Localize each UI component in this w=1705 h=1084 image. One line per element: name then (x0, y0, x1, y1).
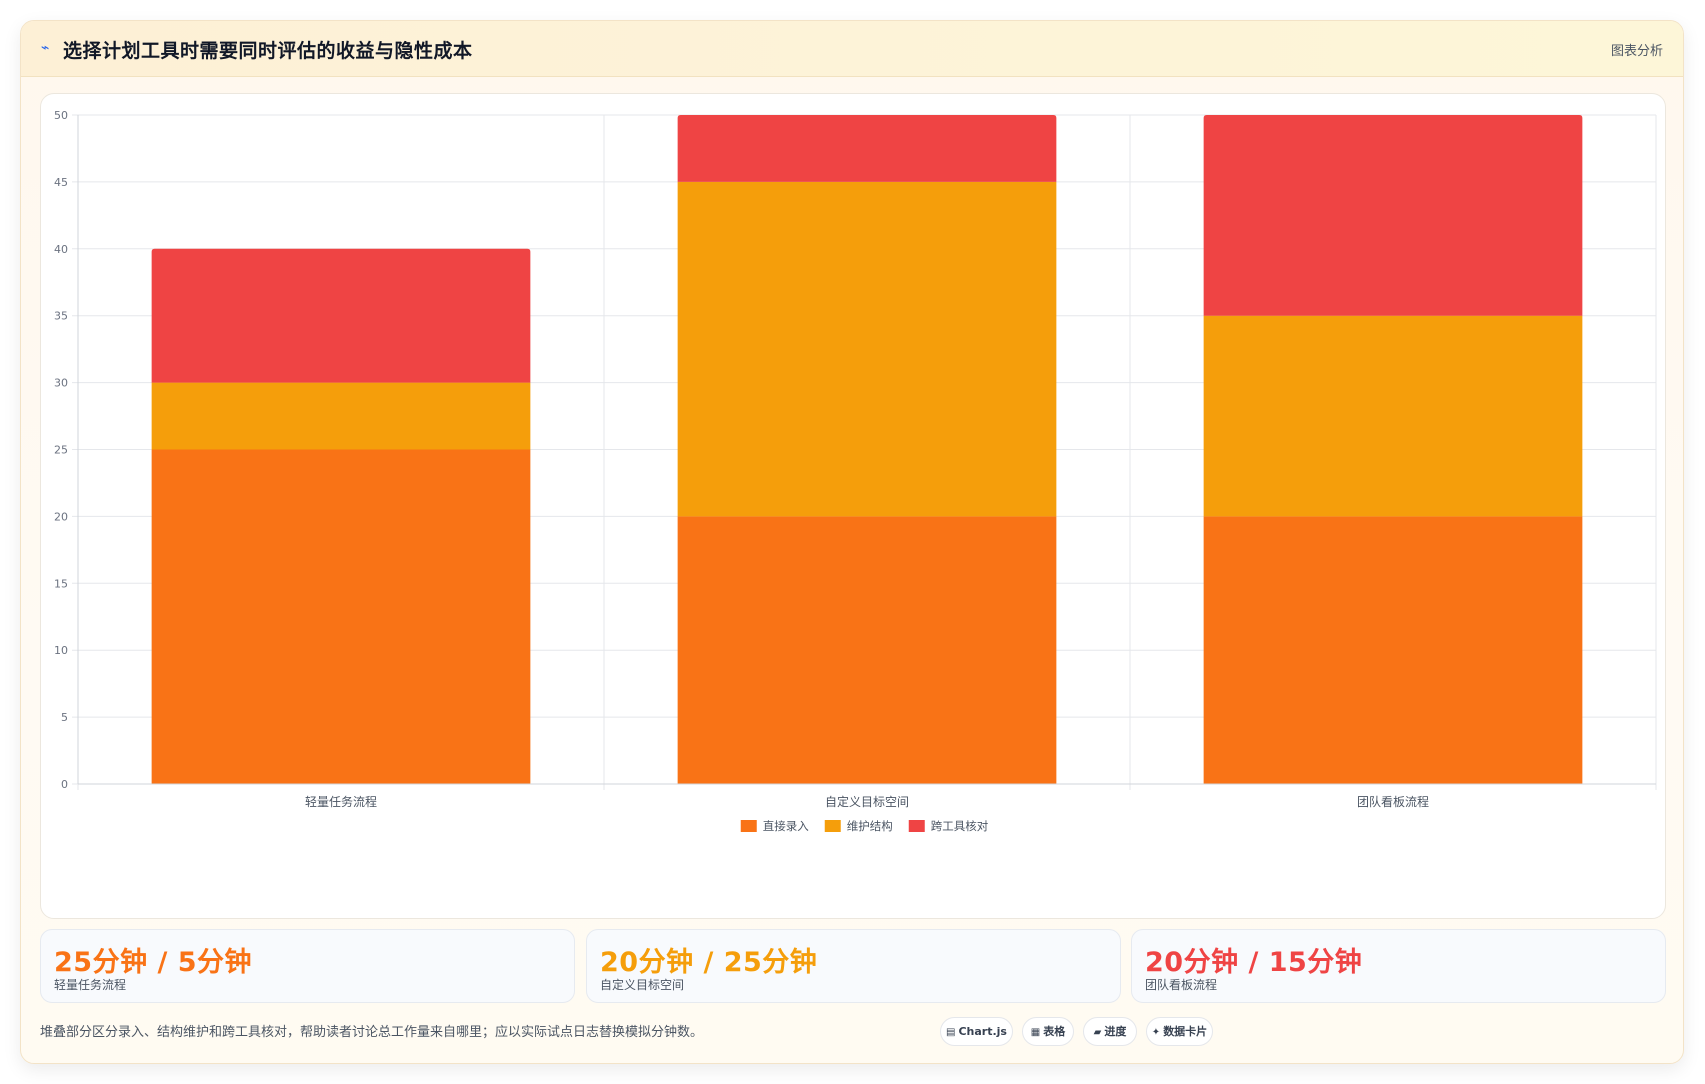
chip-table[interactable]: ▦ 表格 (1022, 1017, 1074, 1046)
legend-swatch (824, 820, 841, 832)
trend-line-icon: ⌁ (41, 40, 50, 56)
y-tick-label: 5 (61, 711, 68, 724)
bar-segment-2-1 (151, 382, 531, 450)
y-tick-label: 30 (54, 377, 68, 390)
chip-data-card[interactable]: ✦ 数据卡片 (1146, 1017, 1213, 1046)
stat-cards: 25分钟 / 5分钟 轻量任务流程 20分钟 / 25分钟 自定义目标空间 20… (40, 929, 1666, 1003)
stat-value: 20分钟 / 15分钟 (1145, 947, 1363, 978)
stat-card-lightweight: 25分钟 / 5分钟 轻量任务流程 (40, 929, 575, 1003)
footnote: 堆叠部分区分录入、结构维护和跨工具核对，帮助读者讨论总工作量来自哪里；应以实际试… (40, 1025, 704, 1040)
y-tick-label: 35 (54, 310, 68, 323)
card-header: ⌁ 选择计划工具时需要同时评估的收益与隐性成本 图表分析 (21, 21, 1683, 77)
stat-label: 团队看板流程 (1145, 978, 1218, 992)
legend-swatch (908, 820, 925, 832)
y-tick-label: 15 (54, 577, 68, 590)
x-tick-label: 轻量任务流程 (305, 794, 377, 809)
progress-icon: ▰ (1093, 1027, 1102, 1038)
y-tick-label: 20 (54, 510, 68, 523)
chart-panel: 0 5 10 15 20 25 30 35 40 45 50 轻量任务流程 自定义目标空间 团队看板流程 … (40, 93, 1666, 919)
y-tick-label: 45 (54, 176, 68, 189)
stat-value: 20分钟 / 25分钟 (600, 947, 818, 978)
bar-segment-1-3 (1203, 516, 1583, 784)
bar-segment-2-3 (1203, 315, 1583, 517)
legend-swatch (740, 820, 757, 832)
bar-segment-1-2 (677, 516, 1057, 784)
bar-segment-1-1 (151, 449, 531, 784)
x-tick-label: 自定义目标空间 (825, 794, 909, 809)
legend-label: 跨工具核对 (931, 819, 989, 833)
stat-card-custom-goal: 20分钟 / 25分钟 自定义目标空间 (586, 929, 1121, 1003)
chip-label: 数据卡片 (1163, 1025, 1208, 1038)
chip-label: 表格 (1043, 1025, 1066, 1038)
y-tick-label: 25 (54, 444, 68, 457)
bar-segment-3-1 (151, 248, 531, 383)
chart-analysis-tag: 图表分析 (1610, 44, 1663, 59)
chart-card: ⌁ 选择计划工具时需要同时评估的收益与隐性成本 图表分析 0 5 10 15 20 25 3… (20, 20, 1684, 1064)
bar-segment-3-3 (1203, 115, 1583, 316)
legend-label: 直接录入 (763, 819, 809, 833)
data-card-icon: ✦ (1151, 1027, 1161, 1038)
stat-label: 轻量任务流程 (54, 978, 127, 992)
chip-progress[interactable]: ▰ 进度 (1083, 1017, 1137, 1046)
legend-label: 维护结构 (847, 819, 893, 833)
bar-segment-2-2 (677, 181, 1057, 517)
stat-label: 自定义目标空间 (600, 978, 685, 992)
table-icon: ▦ (1030, 1027, 1041, 1038)
y-tick-label: 50 (54, 109, 68, 122)
x-tick-label: 团队看板流程 (1357, 794, 1429, 809)
chip-label: 进度 (1104, 1025, 1127, 1038)
bar-segment-3-2 (677, 115, 1057, 182)
stat-card-team-kanban: 20分钟 / 15分钟 团队看板流程 (1131, 929, 1666, 1003)
y-tick-label: 10 (54, 644, 68, 657)
chip-label: Chart.js (958, 1025, 1007, 1038)
y-tick-label: 40 (54, 243, 68, 256)
chip-chartjs[interactable]: ▤ Chart.js (940, 1017, 1013, 1046)
stat-value: 25分钟 / 5分钟 (54, 947, 253, 978)
chart-icon: ▤ (946, 1027, 956, 1038)
page-title: 选择计划工具时需要同时评估的收益与隐性成本 (63, 40, 473, 62)
y-tick-label: 0 (61, 778, 68, 791)
